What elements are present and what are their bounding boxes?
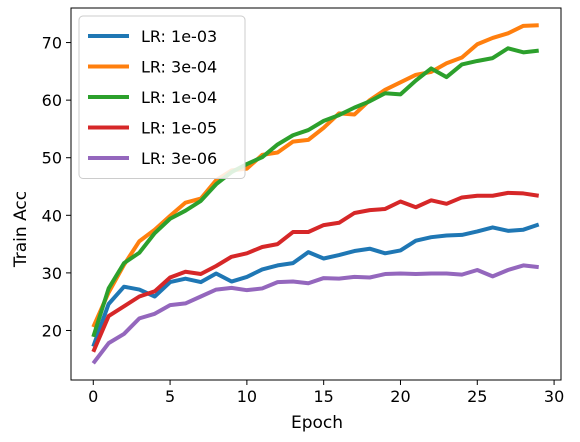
legend-label-3: LR: 1e-05 — [141, 119, 217, 138]
y-tick-label: 50 — [42, 149, 62, 168]
legend-box — [78, 15, 246, 179]
x-tick-label: 0 — [88, 387, 98, 406]
x-tick-label: 5 — [165, 387, 175, 406]
legend: LR: 1e-03 LR: 3e-04 LR: 1e-04 LR: 1e-05 LR: … — [78, 15, 246, 179]
series-line-1 — [91, 23, 539, 328]
legend-label-1: LR: 3e-04 — [141, 58, 217, 77]
x-tick-label: 25 — [467, 387, 487, 406]
y-tick-label: 60 — [42, 91, 62, 110]
series-line-0 — [91, 222, 540, 348]
legend-label-2: LR: 1e-04 — [141, 88, 217, 107]
plot-area — [70, 7, 562, 381]
y-tick-label: 70 — [42, 34, 62, 53]
y-tick-label: 40 — [42, 206, 62, 225]
x-axis: 0 5 10 15 20 25 30 — [88, 380, 564, 406]
legend-label-4: LR: 3e-06 — [141, 149, 217, 168]
plot-frame — [70, 7, 562, 381]
y-axis: 20 30 40 50 60 70 — [42, 34, 71, 340]
x-tick-label: 30 — [544, 387, 564, 406]
series-line-2 — [91, 46, 539, 338]
x-tick-label: 15 — [314, 387, 334, 406]
y-tick-label: 30 — [42, 264, 62, 283]
y-axis-label: Train Acc — [11, 191, 31, 268]
series-line-4 — [91, 263, 539, 365]
y-tick-label: 20 — [42, 321, 62, 340]
x-axis-label: Epoch — [291, 413, 343, 433]
x-tick-label: 10 — [237, 387, 257, 406]
x-tick-label: 20 — [390, 387, 410, 406]
legend-label-0: LR: 1e-03 — [141, 27, 217, 46]
series-line-3 — [91, 190, 540, 353]
